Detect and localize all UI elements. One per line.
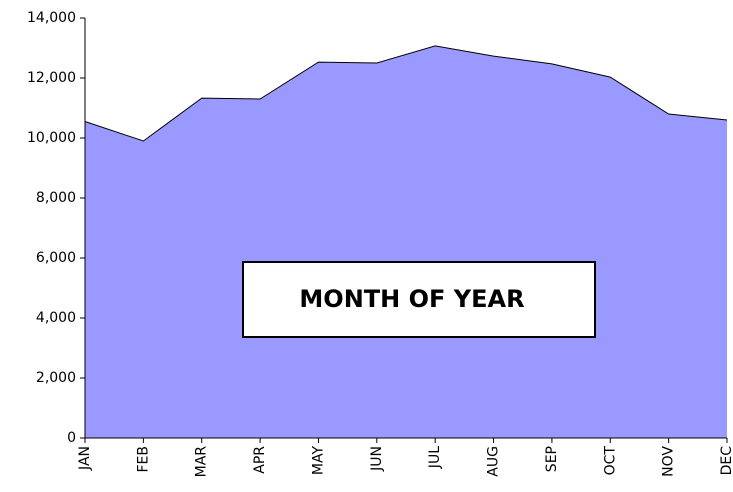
x-tick-label: JUL (427, 446, 443, 469)
area-outline (84, 45, 728, 142)
x-tick-label: OCT (602, 446, 618, 476)
x-tick-label: JAN (77, 446, 93, 471)
y-tick-label: 0 (67, 430, 76, 446)
x-tick-label: AUG (486, 446, 502, 477)
annotation-box (242, 261, 596, 338)
y-tick-label: 6,000 (36, 250, 76, 266)
x-tick-label: NOV (661, 446, 677, 477)
y-tick-label: 12,000 (27, 70, 76, 86)
annotation: MONTH OF YEAR (299, 285, 524, 313)
x-tick-label: FEB (135, 446, 151, 473)
area (85, 45, 727, 439)
x-tick-label: DEC (719, 446, 733, 476)
x-tick-label: APR (252, 446, 268, 474)
x-tick-label: SEP (544, 446, 560, 472)
x-tick-label: MAY (310, 446, 326, 476)
y-tick-label: 8,000 (36, 190, 76, 206)
y-tick-label: 10,000 (27, 130, 76, 146)
y-tick-label: 4,000 (36, 310, 76, 326)
x-tick-label: JUN (369, 446, 385, 472)
x-tick-label: MAR (194, 446, 210, 478)
y-tick-label: 14,000 (27, 10, 76, 26)
y-tick-label: 2,000 (36, 370, 76, 386)
